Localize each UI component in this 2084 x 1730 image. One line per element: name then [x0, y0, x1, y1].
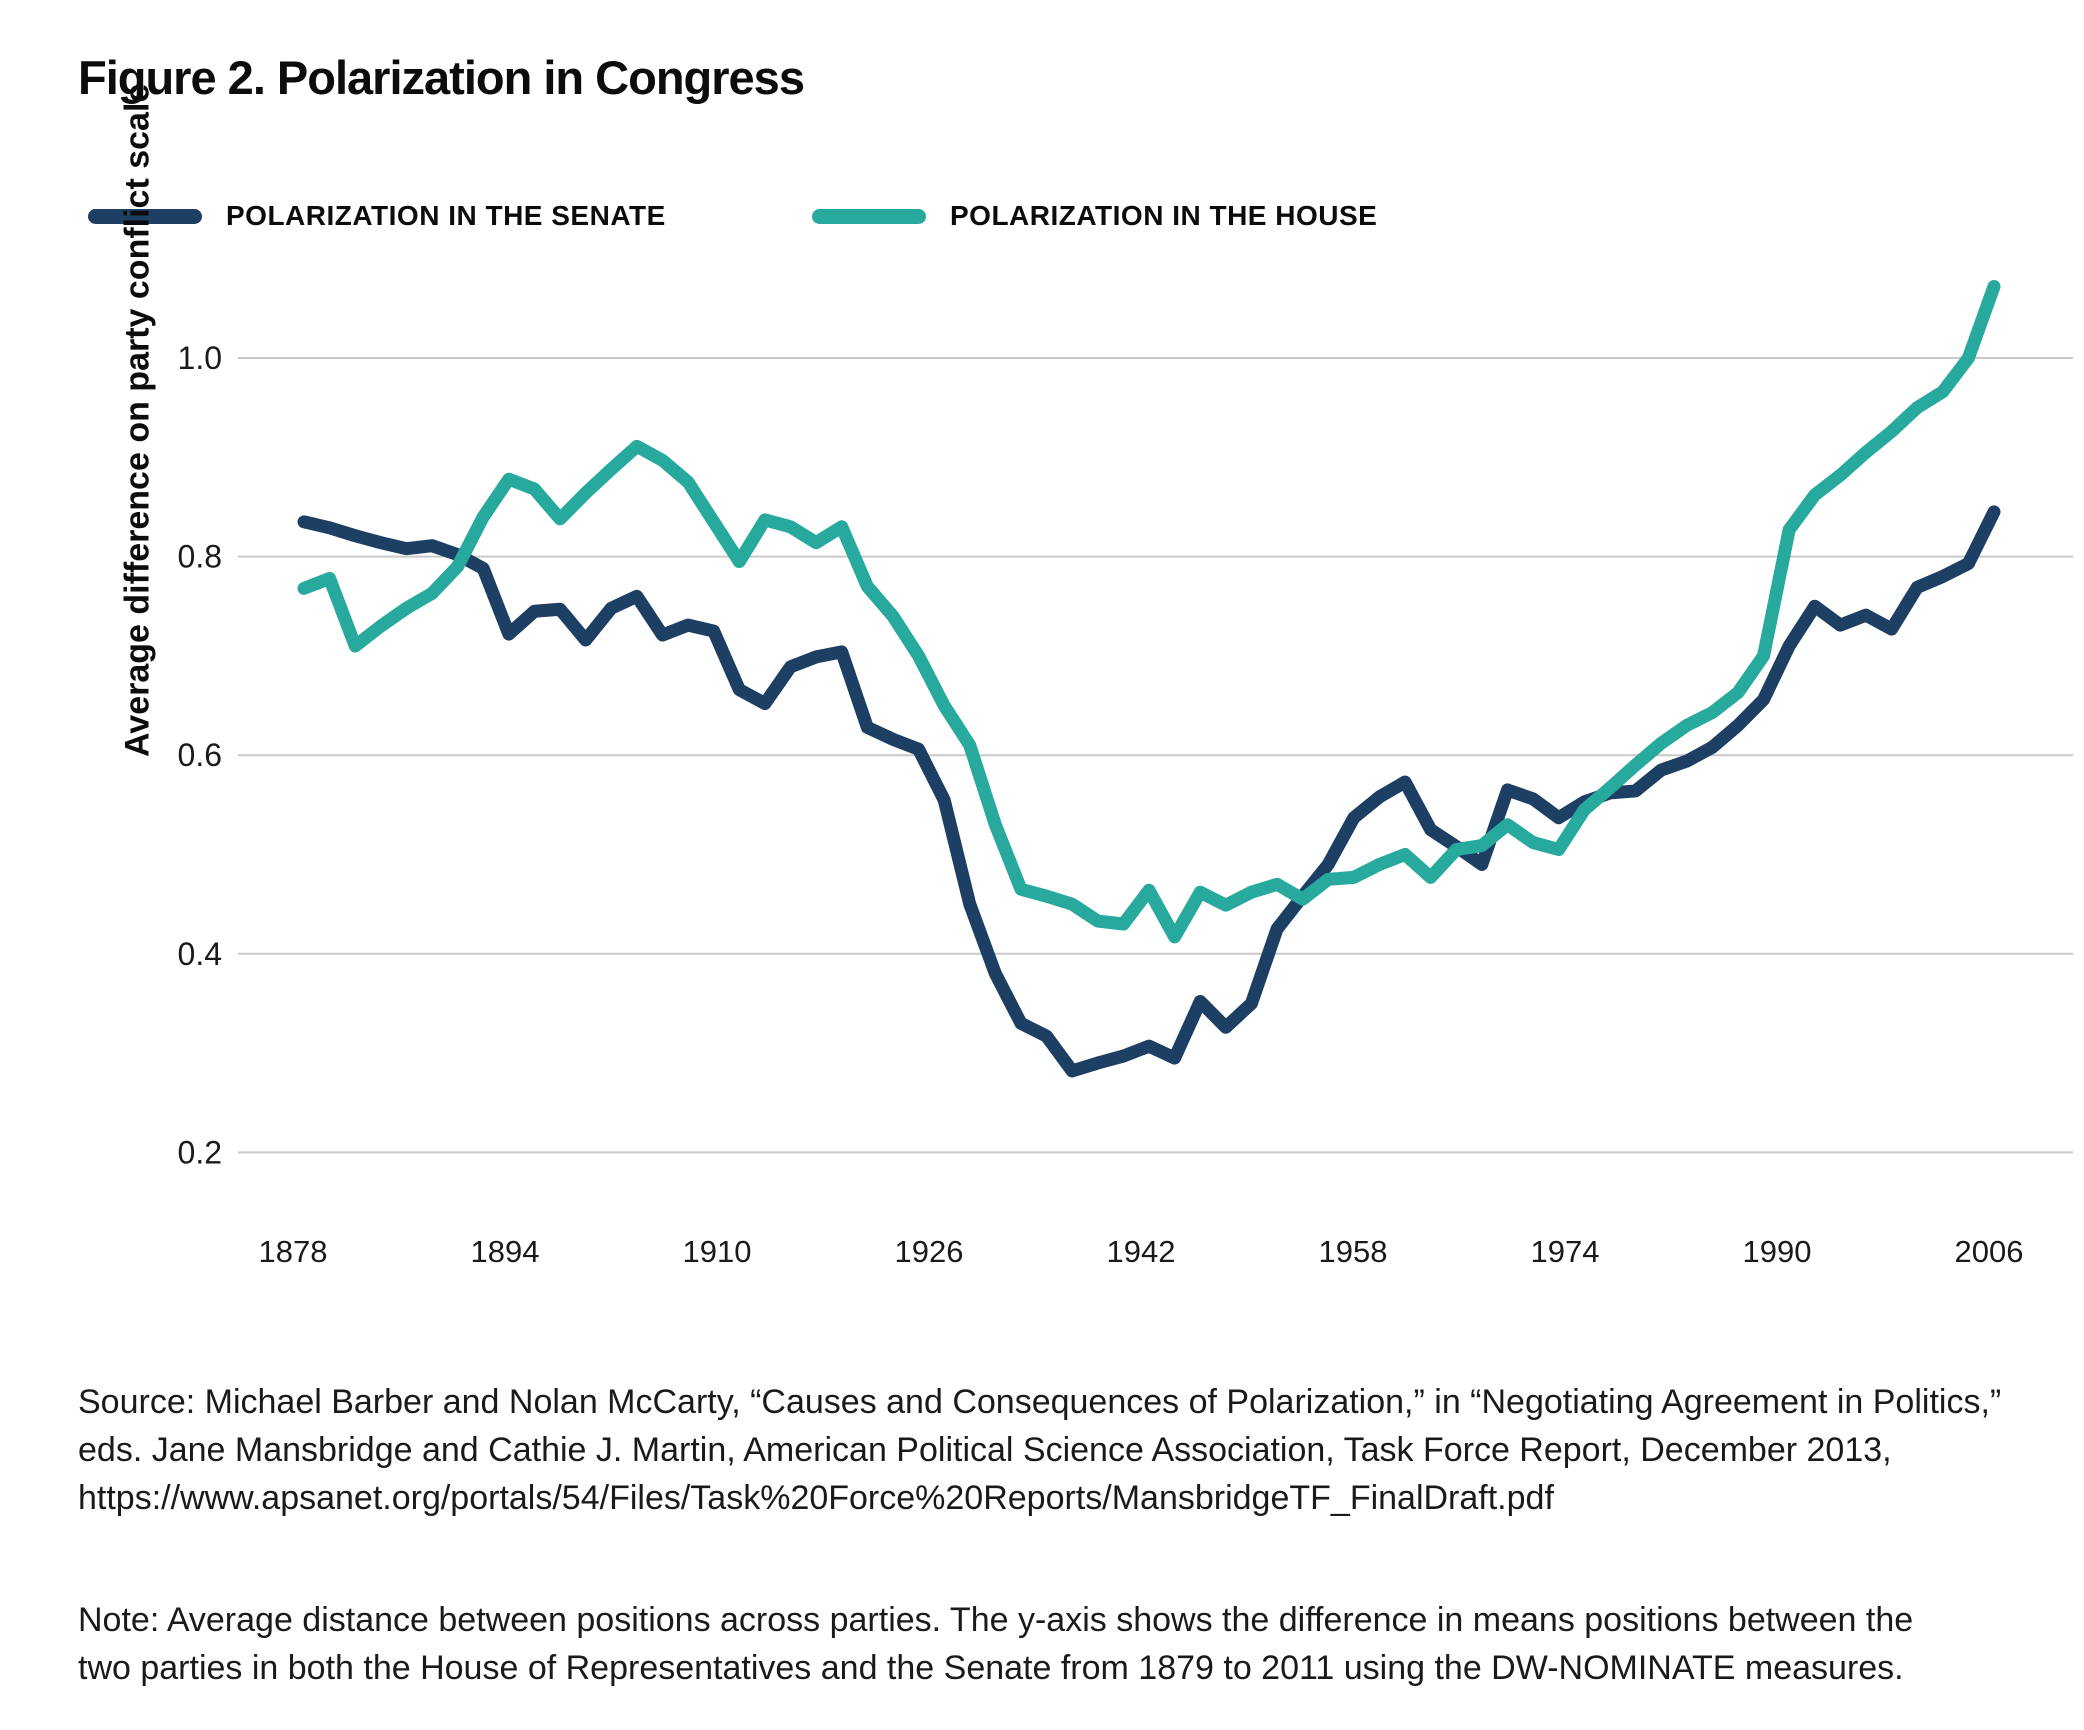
- x-tick-label: 1910: [683, 1234, 752, 1269]
- house-line-swatch-icon: [812, 208, 926, 224]
- note-line: two parties in both the House of Represe…: [78, 1649, 1904, 1687]
- legend-item-senate: POLARIZATION IN THE SENATE: [88, 200, 666, 232]
- y-tick-label: 0.2: [178, 1134, 222, 1170]
- y-tick-label: 0.8: [178, 539, 222, 575]
- legend-item-house: POLARIZATION IN THE HOUSE: [812, 200, 1377, 232]
- x-tick-label: 1878: [259, 1234, 328, 1269]
- x-tick-label: 1942: [1107, 1234, 1176, 1269]
- figure-title: Figure 2. Polarization in Congress: [78, 51, 805, 104]
- legend-label-house: POLARIZATION IN THE HOUSE: [950, 200, 1378, 231]
- x-tick-label: 1990: [1743, 1234, 1812, 1269]
- x-tick-label: 1894: [471, 1234, 540, 1269]
- y-tick-label: 0.6: [178, 737, 222, 773]
- source-line: eds. Jane Mansbridge and Cathie J. Marti…: [78, 1431, 1892, 1469]
- y-tick-label: 0.4: [178, 936, 222, 972]
- y-tick-label: 1.0: [178, 340, 222, 376]
- note-text: Note: Average distance between positions…: [78, 1596, 2043, 1692]
- series-line-house: [297, 280, 2001, 944]
- source-citation: Source: Michael Barber and Nolan McCarty…: [78, 1378, 2043, 1522]
- legend-label-senate: POLARIZATION IN THE SENATE: [226, 200, 666, 231]
- x-tick-label: 1926: [895, 1234, 964, 1269]
- x-tick-label: 1974: [1531, 1234, 1600, 1269]
- senate-line-swatch-icon: [88, 208, 202, 224]
- note-line: Note: Average distance between positions…: [78, 1601, 1914, 1639]
- source-line: https://www.apsanet.org/portals/54/Files…: [78, 1479, 1554, 1517]
- x-tick-label: 1958: [1319, 1234, 1388, 1269]
- x-tick-label: 2006: [1955, 1234, 2024, 1269]
- source-line: Source: Michael Barber and Nolan McCarty…: [78, 1383, 2002, 1421]
- series-line-senate: [297, 505, 2001, 1078]
